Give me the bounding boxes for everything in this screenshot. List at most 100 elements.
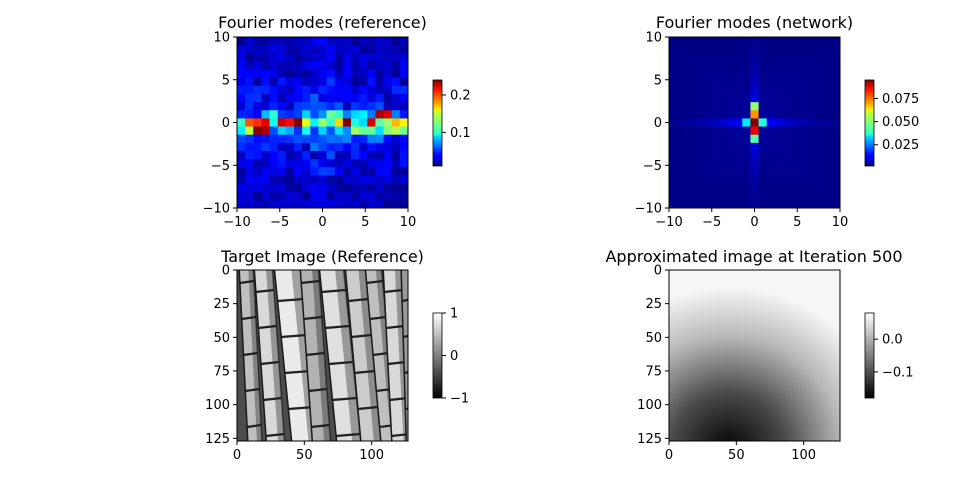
heatmap-cell [277, 61, 287, 70]
heatmap-cell [734, 94, 743, 103]
heatmap-cell [269, 151, 279, 160]
heatmap-cell [701, 61, 711, 70]
heatmap-cell [326, 142, 336, 152]
heatmap-cell [351, 45, 360, 54]
y-tick-label: 125 [637, 432, 662, 447]
heatmap-cell [774, 45, 784, 54]
heatmap-cell [677, 94, 686, 103]
heatmap-cell [334, 53, 344, 62]
heatmap-cell [693, 69, 702, 79]
heatmap-cell [318, 183, 327, 193]
heatmap-cell [391, 134, 401, 144]
heatmap-cell [237, 77, 246, 87]
heatmap-cell [277, 53, 287, 62]
heatmap-cell [277, 37, 287, 46]
heatmap-cell [717, 37, 727, 46]
heatmap-cell [261, 53, 270, 62]
x-tick-label: −5 [270, 215, 289, 230]
heatmap-cell [391, 53, 401, 62]
heatmap-cell [685, 151, 694, 160]
heatmap-cell [245, 199, 254, 209]
heatmap-cell [375, 142, 384, 152]
heatmap-cell [831, 102, 841, 111]
bamboo-node [405, 407, 408, 411]
heatmap-cell [269, 102, 279, 111]
heatmap-cell [277, 134, 287, 144]
y-tick-label: 100 [205, 398, 230, 413]
heatmap-cell [302, 191, 311, 201]
heatmap-cell [717, 126, 727, 136]
plot-frame [668, 269, 841, 442]
heatmap-cell [334, 191, 344, 201]
heatmap-cell [253, 94, 262, 103]
heatmap-cell [302, 126, 311, 136]
heatmap-cell [774, 199, 784, 209]
heatmap-cells [237, 37, 409, 209]
heatmap-cell [326, 37, 336, 46]
heatmap-cell [391, 77, 401, 87]
heatmap-cell [758, 134, 768, 144]
heatmap-cell [742, 175, 751, 184]
heatmap-cell [831, 159, 841, 168]
heatmap-cell [326, 126, 336, 136]
heatmap-cell [351, 77, 360, 87]
heatmap-cell [734, 183, 743, 193]
heatmap-cell [334, 118, 344, 127]
heatmap-cell [807, 183, 816, 193]
heatmap-cell [326, 102, 336, 111]
heatmap-cell [831, 183, 841, 193]
heatmap-cell [709, 37, 719, 46]
heatmap-cell [318, 69, 327, 79]
y-tick-label: 0 [222, 116, 230, 131]
heatmap-cell [359, 167, 368, 176]
heatmap-cell [310, 134, 319, 144]
heatmap-cell [758, 77, 768, 87]
heatmap-cell [709, 94, 719, 103]
colorbar-tick-label: 1 [450, 307, 458, 322]
heatmap-cell [807, 37, 816, 46]
heatmap-cell [693, 191, 702, 201]
heatmap-cell [726, 199, 735, 209]
heatmap-cell [399, 142, 409, 152]
heatmap-cell [253, 37, 262, 46]
heatmap-cell [815, 126, 825, 136]
heatmap-cell [758, 110, 768, 119]
heatmap-cell [758, 183, 768, 193]
heatmap-cell [807, 134, 816, 144]
heatmap-cell [391, 199, 401, 209]
heatmap-cell [685, 118, 694, 127]
heatmap-cell [677, 159, 686, 168]
heatmap-cell [326, 61, 336, 70]
heatmap-cell [831, 61, 841, 70]
heatmap-cell [253, 191, 262, 201]
colorbar-tick-label: 0.2 [450, 88, 471, 103]
heatmap-cell [766, 159, 776, 168]
x-tick-label: 100 [791, 448, 816, 463]
heatmap-cell [269, 126, 279, 136]
heatmap-cell [383, 151, 393, 160]
heatmap-cell [342, 69, 352, 79]
heatmap-cell [701, 183, 711, 193]
heatmap-cell [758, 118, 768, 127]
heatmap-cell [701, 77, 711, 87]
heatmap-cell [310, 53, 319, 62]
heatmap-cell [277, 69, 287, 79]
heatmap-cell [815, 45, 825, 54]
bamboo-node [357, 405, 379, 411]
heatmap-cell [807, 175, 816, 184]
heatmap-cell [799, 118, 808, 127]
heatmap-cell [815, 53, 825, 62]
heatmap-cell [334, 167, 344, 176]
colorbar-ticks: 0.1 0.2 [442, 88, 471, 141]
heatmap-cell [815, 167, 825, 176]
heatmap-cell [701, 151, 711, 160]
heatmap-cell [669, 94, 678, 103]
x-tick-label: −10 [655, 215, 682, 230]
heatmap-cell [669, 77, 678, 87]
heatmap-cell [269, 53, 279, 62]
heatmap-cell [815, 183, 825, 193]
heatmap-cell [375, 118, 384, 127]
heatmap-cell [383, 53, 393, 62]
heatmap-cell [766, 94, 776, 103]
heatmap-cell [326, 175, 336, 184]
